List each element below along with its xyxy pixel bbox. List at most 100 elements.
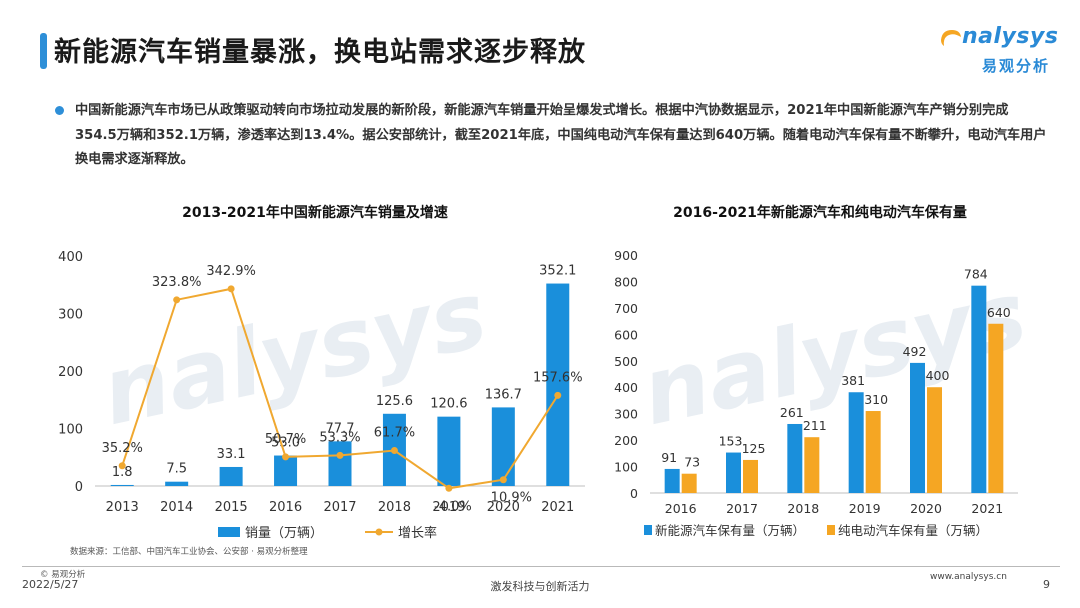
- left-bar: [274, 455, 298, 486]
- left-bar-label: 136.7: [485, 387, 522, 402]
- left-y-tick-label: 400: [58, 250, 83, 265]
- left-bar: [546, 283, 570, 486]
- right-bar-nev: [726, 452, 741, 493]
- left-growth-point: [336, 451, 344, 459]
- left-y-tick-label: 100: [58, 423, 83, 438]
- right-legend-nev-swatch: [644, 525, 652, 535]
- right-y-tick-label: 700: [614, 301, 638, 316]
- footer-divider: [22, 566, 1060, 567]
- right-y-tick-label: 200: [614, 433, 638, 448]
- data-source: 数据来源：工信部、中国汽车工业协会、公安部 · 易观分析整理: [70, 547, 308, 557]
- copyright: © 易观分析: [40, 570, 86, 580]
- right-y-tick-label: 300: [614, 407, 638, 422]
- left-x-tick-label: 2016: [269, 500, 302, 515]
- footer-date: 2022/5/27: [22, 578, 79, 591]
- right-y-tick-label: 800: [614, 274, 638, 289]
- left-growth-label: 10.9%: [491, 491, 532, 506]
- page-number: 9: [1043, 578, 1050, 591]
- left-growth-label: 157.6%: [533, 370, 583, 385]
- left-legend-bar-swatch: [218, 527, 240, 537]
- right-x-tick-label: 2018: [787, 501, 819, 516]
- right-bar-bev-label: 73: [684, 455, 700, 470]
- right-x-tick-label: 2016: [665, 501, 697, 516]
- left-bar: [437, 416, 461, 486]
- left-bar: [328, 441, 352, 486]
- left-bar-label: 1.8: [112, 465, 133, 480]
- right-bar-nev-label: 784: [964, 267, 988, 282]
- right-bar-nev-label: 492: [903, 344, 927, 359]
- right-bar-bev-label: 640: [987, 305, 1011, 320]
- intro-paragraph: 中国新能源汽车市场已从政策驱动转向市场拉动发展的新阶段，新能源汽车销量开始呈爆发…: [75, 103, 1047, 167]
- left-bar: [491, 407, 515, 486]
- left-bar-label: 7.5: [166, 462, 187, 477]
- right-bar-nev: [971, 285, 987, 493]
- right-bar-bev: [743, 459, 758, 493]
- left-y-tick-label: 300: [58, 308, 83, 323]
- right-bar-nev: [664, 468, 680, 493]
- left-x-tick-label: 2014: [160, 500, 193, 515]
- logo-swoosh-icon: [941, 30, 961, 46]
- right-bar-bev-label: 310: [864, 392, 888, 407]
- right-legend-nev-label: 新能源汽车保有量（万辆）: [655, 523, 805, 538]
- right-y-tick-label: 900: [614, 248, 638, 263]
- left-bar: [110, 484, 134, 486]
- right-x-tick-label: 2021: [971, 501, 1003, 516]
- left-chart-title: 2013-2021年中国新能源汽车销量及增速: [182, 205, 448, 221]
- right-chart-title: 2016-2021年新能源汽车和纯电动汽车保有量: [673, 205, 967, 221]
- right-bar-nev-label: 381: [841, 373, 865, 388]
- left-bar: [165, 481, 189, 486]
- right-y-tick-label: 0: [630, 486, 638, 501]
- right-bar-bev: [804, 437, 820, 493]
- left-growth-point: [445, 484, 453, 492]
- right-x-tick-label: 2017: [726, 501, 758, 516]
- footer-slogan: 激发科技与创新活力: [490, 580, 590, 593]
- bullet-icon: [55, 106, 64, 115]
- left-x-tick-label: 2015: [215, 500, 248, 515]
- left-legend-line-label: 增长率: [398, 525, 437, 541]
- left-legend-bar-label: 销量（万辆）: [245, 526, 323, 541]
- left-growth-label: 50.7%: [265, 432, 306, 447]
- left-y-tick-label: 200: [58, 365, 83, 380]
- left-x-tick-label: 2019: [432, 500, 465, 515]
- left-growth-label: 323.8%: [152, 275, 202, 290]
- left-growth-label: 35.2%: [102, 441, 143, 456]
- title-accent-bar: [40, 33, 47, 69]
- right-y-tick-label: 600: [614, 327, 638, 342]
- left-growth-label: 342.9%: [206, 264, 256, 279]
- right-bar-bev-label: 211: [803, 418, 827, 433]
- right-bar-nev: [910, 362, 925, 493]
- left-bar-label: 352.1: [539, 264, 576, 279]
- left-y-tick-label: 0: [75, 480, 83, 495]
- left-growth-point: [118, 462, 126, 470]
- right-bar-nev-label: 261: [780, 405, 804, 420]
- right-bar-bev: [865, 411, 881, 493]
- left-legend-line-marker: [375, 528, 383, 536]
- right-bar-bev-label: 125: [742, 441, 766, 456]
- right-y-tick-label: 500: [614, 354, 638, 369]
- left-bar-label: 33.1: [217, 447, 246, 462]
- right-x-tick-label: 2020: [910, 501, 942, 516]
- logo-cn: 易观分析: [982, 57, 1051, 75]
- left-growth-point: [390, 447, 398, 455]
- left-bar: [219, 466, 243, 486]
- right-bar-bev-label: 400: [926, 368, 950, 383]
- page-title: 新能源汽车销量暴涨，换电站需求逐步释放: [54, 37, 586, 68]
- left-growth-label: -4.0%: [434, 499, 472, 514]
- right-x-tick-label: 2019: [849, 501, 881, 516]
- right-bar-bev: [681, 473, 697, 493]
- footer-website: www.analysys.cn: [930, 572, 1007, 582]
- left-x-tick-label: 2021: [541, 500, 574, 515]
- right-bar-nev: [848, 392, 864, 493]
- right-y-tick-label: 100: [614, 460, 638, 475]
- left-bar-label: 77.7: [326, 421, 355, 436]
- left-bar-label: 120.6: [430, 397, 467, 412]
- logo-word: nalysys: [962, 24, 1059, 49]
- left-growth-point: [282, 453, 290, 461]
- left-x-tick-label: 2018: [378, 500, 411, 515]
- left-x-tick-label: 2017: [323, 500, 356, 515]
- left-growth-point: [554, 391, 562, 399]
- right-bar-nev: [787, 423, 803, 493]
- left-growth-label: 53.3%: [319, 430, 360, 445]
- right-legend-bev-label: 纯电动汽车保有量（万辆）: [838, 523, 988, 538]
